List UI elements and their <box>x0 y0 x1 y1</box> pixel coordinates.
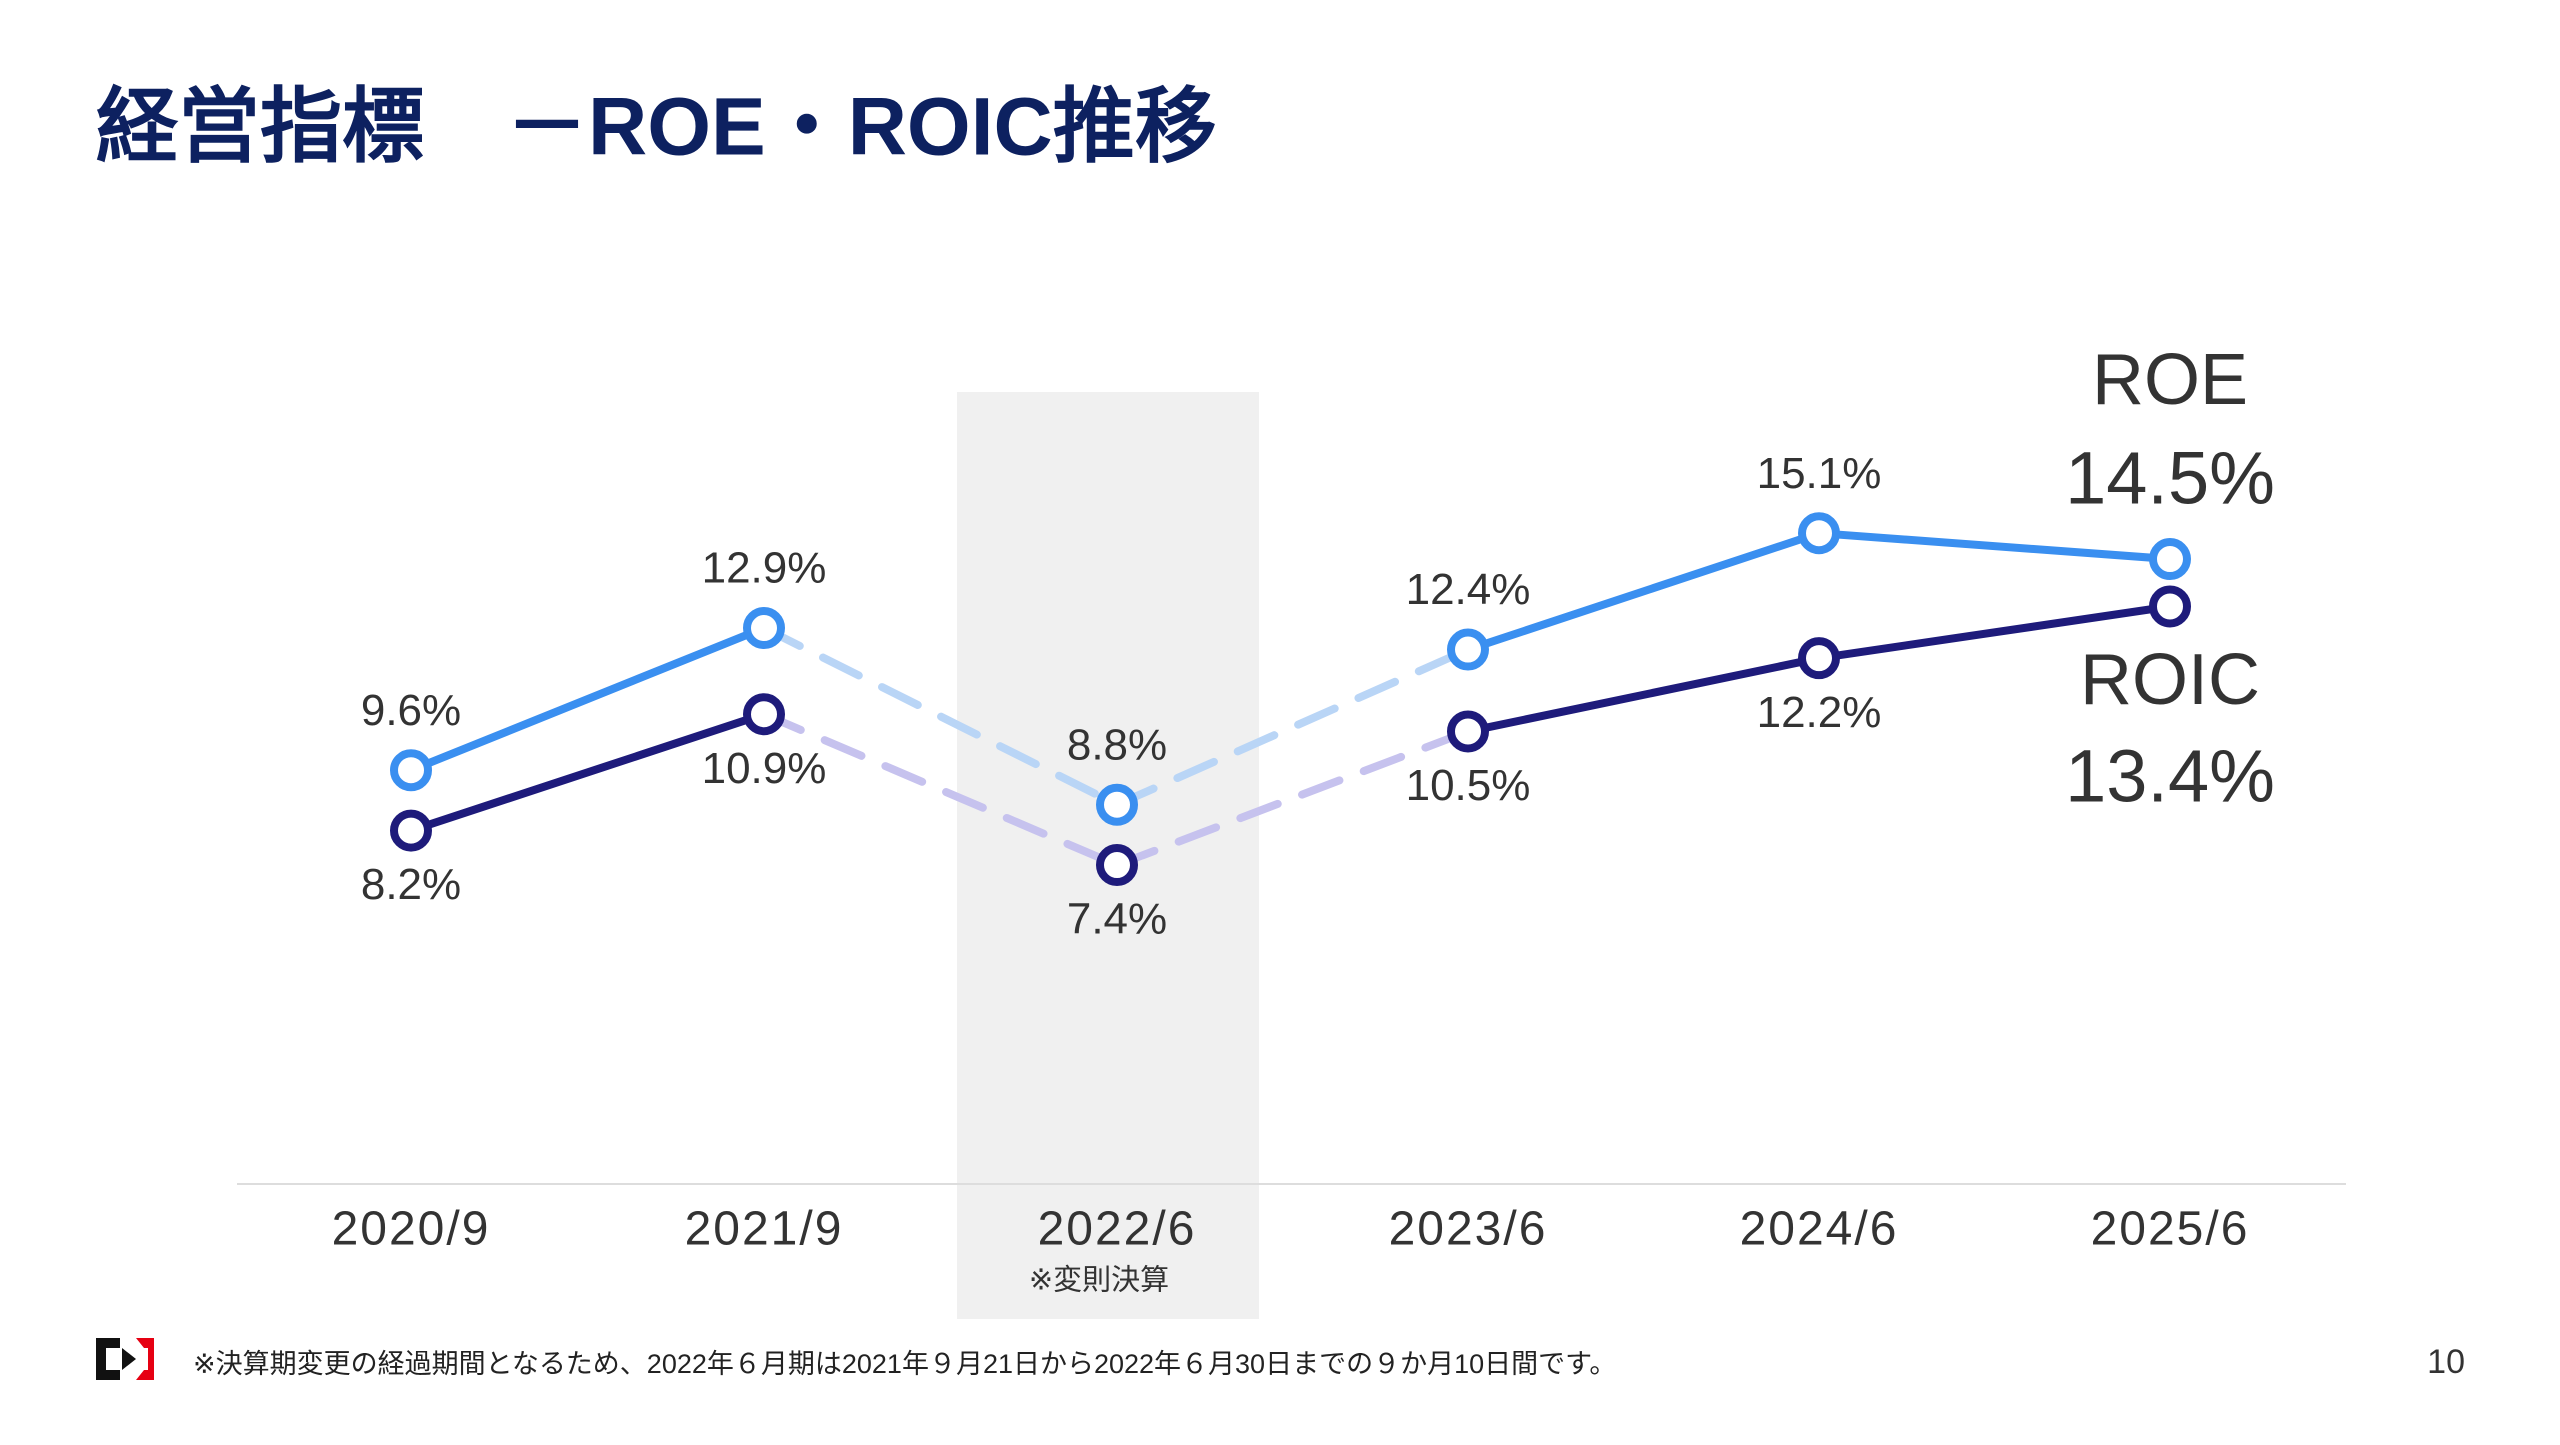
value-label: 15.1% <box>1757 449 1882 498</box>
line-segment <box>407 710 768 835</box>
marker <box>1447 710 1489 753</box>
line-segment <box>760 624 1121 809</box>
line-segment <box>1464 654 1823 736</box>
line-segment <box>1815 602 2174 663</box>
line-segment <box>1113 645 1472 809</box>
x-tick-label: 2025/6 <box>2091 1203 2250 1256</box>
x-tick-label: 2020/9 <box>332 1203 491 1256</box>
x-tick-label: 2022/6 <box>1038 1203 1197 1256</box>
marker <box>1798 637 1840 680</box>
value-label: 8.8% <box>1067 720 1167 769</box>
x-tick-label: 2021/9 <box>685 1203 844 1256</box>
footnote: ※決算期変更の経過期間となるため、2022年６月期は2021年９月21日から20… <box>193 1349 1616 1379</box>
logo <box>96 1338 154 1380</box>
marker <box>743 693 785 736</box>
page-number: 10 <box>2427 1343 2465 1381</box>
line-segment <box>1113 727 1472 870</box>
value-label: 12.4% <box>1406 565 1531 614</box>
x-tick-label: 2024/6 <box>1740 1203 1899 1256</box>
value-label: 9.6% <box>361 686 461 735</box>
value-label: 7.4% <box>1067 895 1167 944</box>
marker <box>743 607 785 650</box>
value-label: 10.9% <box>702 744 827 793</box>
marker <box>1096 783 1138 826</box>
marker <box>2149 585 2191 628</box>
marker <box>390 749 432 792</box>
series-name: ROIC <box>2080 640 2260 720</box>
marker <box>1096 844 1138 887</box>
line-segment <box>760 710 1121 870</box>
series-name: ROE <box>2092 340 2248 420</box>
marker <box>390 809 432 852</box>
line-segment <box>407 624 768 775</box>
value-label: 12.9% <box>702 544 827 593</box>
value-label: 12.2% <box>1757 688 1882 737</box>
value-label: 10.5% <box>1406 761 1531 810</box>
x-tick-label: 2023/6 <box>1389 1203 1548 1256</box>
line-segment <box>1815 529 2174 564</box>
category-note: ※変則決算 <box>1029 1264 1169 1297</box>
title: 経営指標 －ROE・ROIC推移 <box>96 82 1217 173</box>
marker <box>1798 512 1840 555</box>
line-segment <box>1464 529 1823 654</box>
series-latest-value: 14.5% <box>2065 437 2275 520</box>
marker <box>1447 628 1489 671</box>
marker <box>2149 538 2191 581</box>
value-label: 8.2% <box>361 860 461 909</box>
series-latest-value: 13.4% <box>2065 735 2275 818</box>
